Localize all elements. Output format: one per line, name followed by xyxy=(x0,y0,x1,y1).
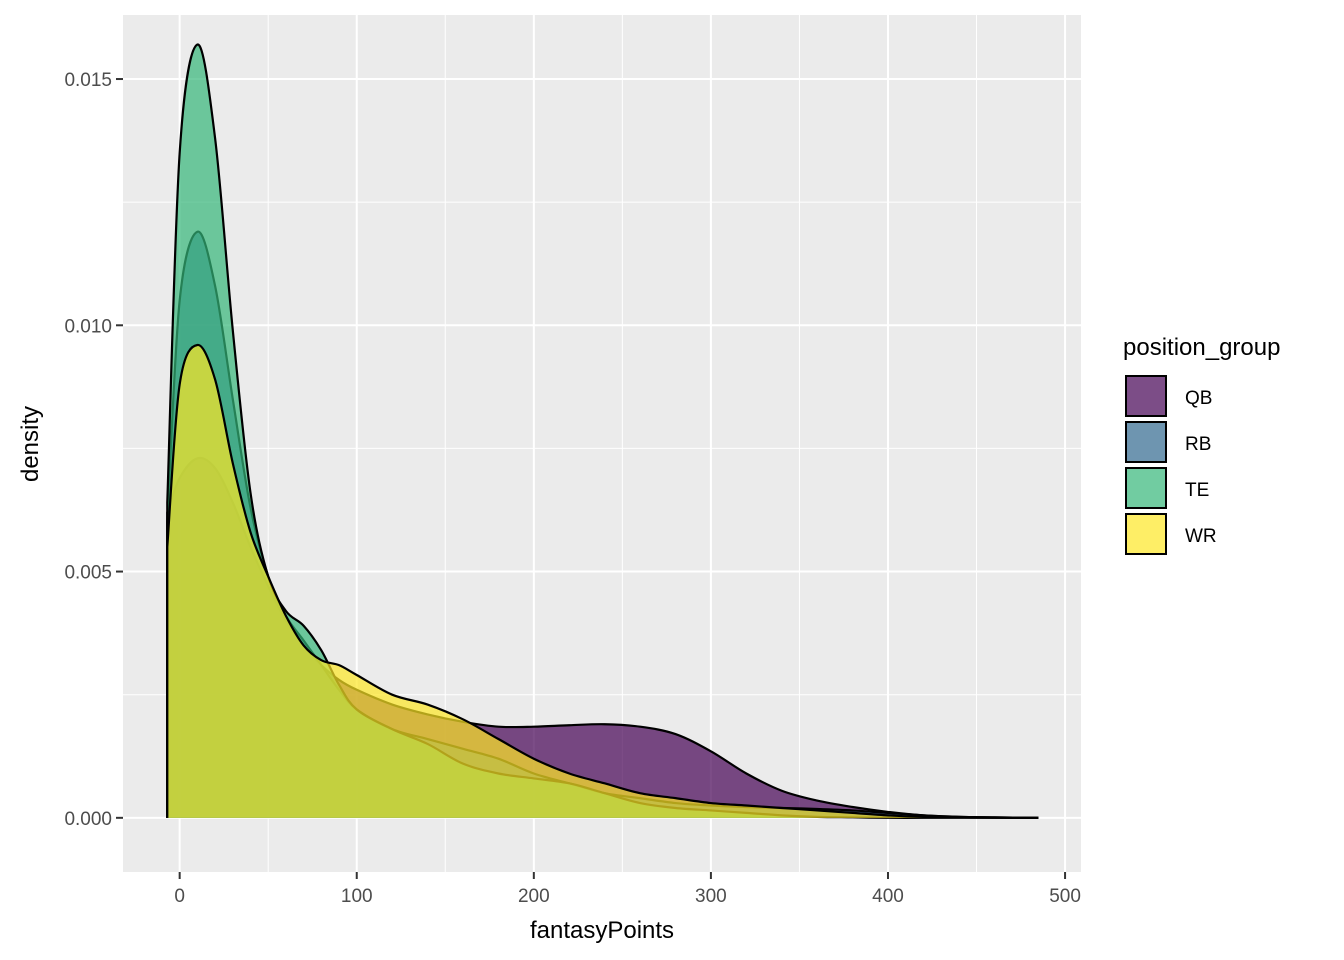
legend-swatch-wr xyxy=(1125,513,1167,555)
x-axis: 0 100 200 300 400 500 xyxy=(174,872,1081,907)
density-line-wr xyxy=(166,343,1039,819)
x-tick-label: 300 xyxy=(695,886,727,907)
density-area-wr xyxy=(167,344,1039,818)
legend-label-te: TE xyxy=(1185,480,1209,501)
density-areas xyxy=(166,43,1039,819)
legend-swatch-te xyxy=(1125,467,1167,509)
y-tick-label: 0.005 xyxy=(64,563,112,584)
legend-label-rb: RB xyxy=(1185,434,1211,455)
x-tick-label: 100 xyxy=(341,886,373,907)
legend-title: position_group xyxy=(1123,334,1280,361)
y-axis-title: density xyxy=(17,406,44,482)
y-tick-label: 0.010 xyxy=(64,316,112,337)
legend-swatch-qb xyxy=(1125,375,1167,417)
legend-swatch-rb xyxy=(1125,421,1167,463)
x-axis-title: fantasyPoints xyxy=(530,917,674,944)
x-tick-label: 400 xyxy=(872,886,904,907)
x-tick-label: 200 xyxy=(518,886,550,907)
y-tick-label: 0.000 xyxy=(64,809,112,830)
legend-label-qb: QB xyxy=(1185,388,1212,409)
legend: position_group QB RB TE WR xyxy=(1123,334,1280,555)
x-tick-label: 0 xyxy=(174,886,185,907)
y-tick-label: 0.015 xyxy=(64,70,112,91)
x-tick-label: 500 xyxy=(1049,886,1081,907)
legend-label-wr: WR xyxy=(1185,526,1217,547)
minor-gridlines xyxy=(123,15,1081,872)
y-axis: 0.000 0.005 0.010 0.015 xyxy=(64,70,123,830)
